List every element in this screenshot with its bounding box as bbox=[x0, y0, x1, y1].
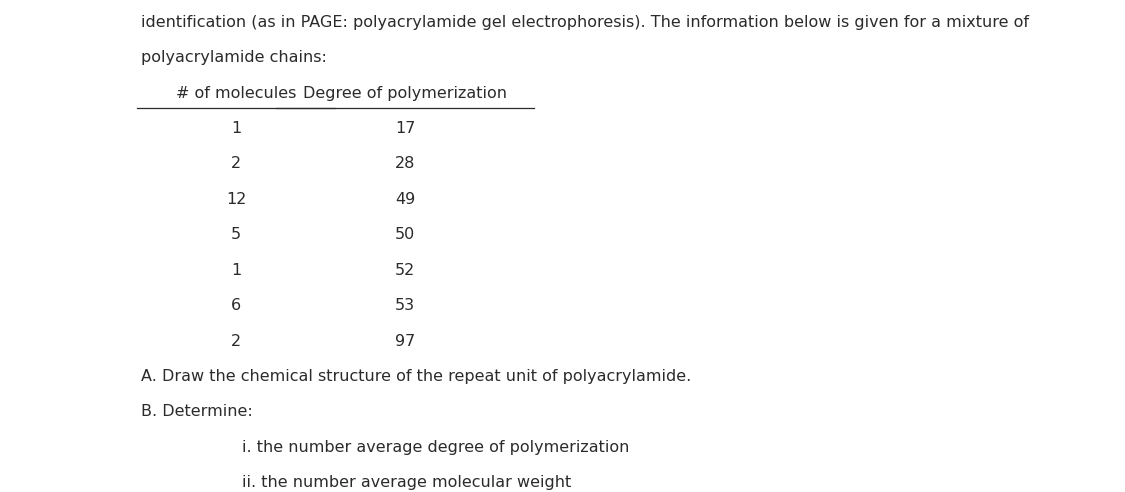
Text: 1: 1 bbox=[231, 263, 242, 277]
Text: 50: 50 bbox=[395, 227, 415, 242]
Text: # of molecules: # of molecules bbox=[176, 86, 297, 100]
Text: 6: 6 bbox=[232, 298, 242, 313]
Text: 5: 5 bbox=[232, 227, 242, 242]
Text: A. Draw the chemical structure of the repeat unit of polyacrylamide.: A. Draw the chemical structure of the re… bbox=[141, 369, 691, 384]
Text: i. the number average degree of polymerization: i. the number average degree of polymeri… bbox=[242, 440, 629, 455]
Text: 1: 1 bbox=[231, 121, 242, 136]
Text: polyacrylamide chains:: polyacrylamide chains: bbox=[141, 50, 326, 65]
Text: 17: 17 bbox=[395, 121, 415, 136]
Text: 12: 12 bbox=[226, 192, 246, 207]
Text: 52: 52 bbox=[395, 263, 415, 277]
Text: B. Determine:: B. Determine: bbox=[141, 404, 252, 419]
Text: 28: 28 bbox=[395, 156, 415, 171]
Text: 2: 2 bbox=[232, 156, 242, 171]
Text: ii. the number average molecular weight: ii. the number average molecular weight bbox=[242, 475, 572, 490]
Text: 2: 2 bbox=[232, 334, 242, 348]
Text: identification (as in PAGE: polyacrylamide gel electrophoresis). The information: identification (as in PAGE: polyacrylami… bbox=[141, 15, 1028, 30]
Text: 49: 49 bbox=[395, 192, 415, 207]
Text: 97: 97 bbox=[395, 334, 415, 348]
Text: 53: 53 bbox=[395, 298, 415, 313]
Text: Degree of polymerization: Degree of polymerization bbox=[303, 86, 507, 100]
